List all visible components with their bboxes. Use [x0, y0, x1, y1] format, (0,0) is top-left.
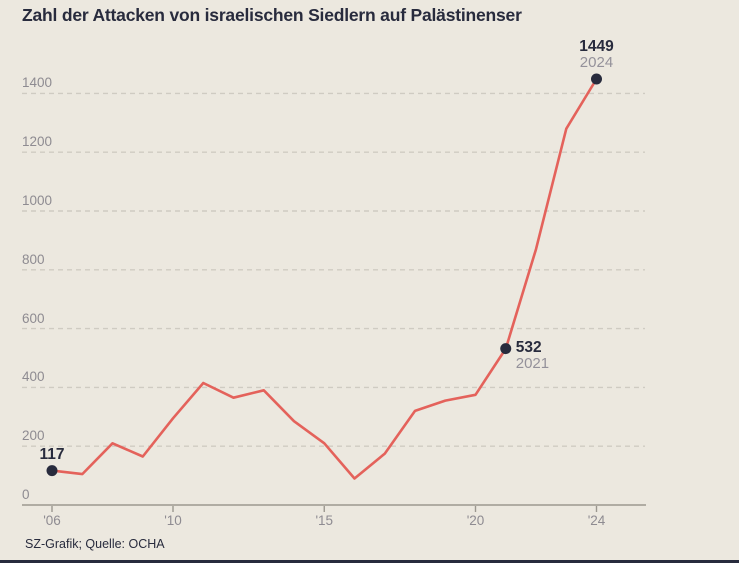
x-axis-label-2015: '15	[315, 513, 334, 528]
data-point-dot-2021	[500, 343, 512, 355]
source-note: SZ-Grafik; Quelle: OCHA	[25, 537, 165, 551]
annotation-2024: 1449 2024	[579, 37, 614, 71]
annotation-2021: 532 2021	[515, 338, 550, 372]
y-axis-label-0: 0	[22, 487, 30, 502]
annotation-value: 117	[39, 445, 65, 463]
x-axis-label-2020: '20	[466, 513, 485, 528]
annotation-value: 1449	[579, 37, 614, 55]
y-axis-label-1200: 1200	[22, 134, 53, 150]
bottom-accent-bar	[0, 559, 739, 563]
y-axis-label-400: 400	[22, 369, 45, 385]
annotation-year: 2021	[515, 354, 550, 372]
y-axis-label-1000: 1000	[22, 193, 53, 208]
chart-title: Zahl der Attacken von israelischen Siedl…	[22, 5, 522, 25]
y-axis-label-600: 600	[22, 310, 45, 326]
x-axis-label-2006: '06	[43, 513, 61, 528]
annotation-year: 2024	[579, 53, 614, 71]
data-point-dot-2024	[591, 73, 602, 85]
y-axis-label-1400: 1400	[22, 75, 53, 91]
y-axis-label-200: 200	[22, 428, 45, 444]
x-axis-label-2024: '24	[587, 513, 606, 528]
data-point-dot-2006	[46, 465, 58, 477]
y-axis-label-800: 800	[22, 251, 45, 267]
annotation-2006: 117	[39, 445, 65, 463]
annotation-value: 532	[515, 338, 542, 356]
data-line	[50, 77, 598, 480]
x-axis-label-2010: '10	[164, 513, 182, 528]
